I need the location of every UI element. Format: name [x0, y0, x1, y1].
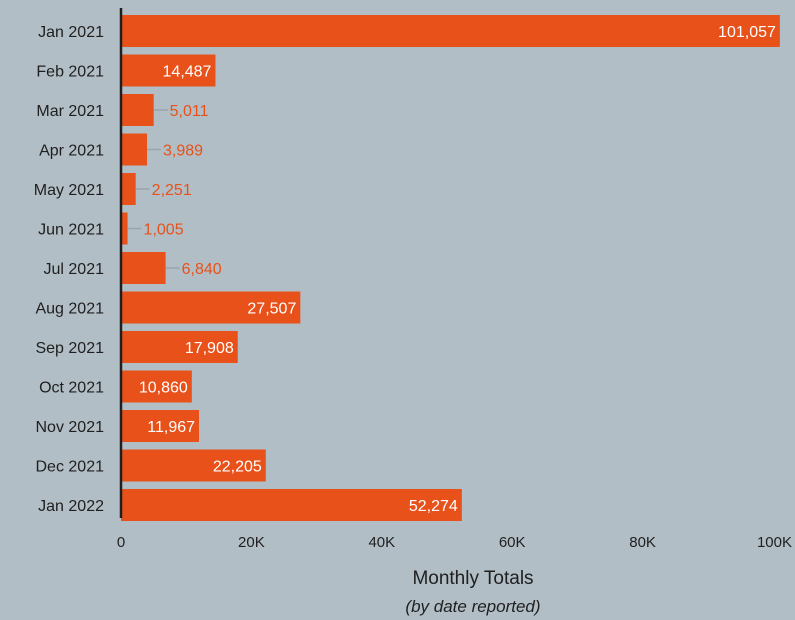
category-label: May 2021	[34, 182, 104, 199]
bar	[121, 54, 216, 87]
category-label: Sep 2021	[35, 340, 104, 357]
bar	[121, 291, 301, 324]
category-label: Mar 2021	[36, 103, 104, 120]
value-label: 6,840	[182, 261, 222, 278]
value-label: 27,507	[247, 301, 296, 318]
value-label: 2,251	[152, 182, 192, 199]
value-label: 22,205	[213, 459, 262, 476]
value-label: 3,989	[163, 143, 203, 160]
x-axis-subtitle: (by date reported)	[405, 597, 540, 616]
value-label: 17,908	[185, 340, 234, 357]
bars-layer: Jan 2021 101,057 Feb 2021 14,487 Mar 2021 5,0…	[34, 15, 780, 521]
value-label: 1,005	[144, 222, 184, 239]
category-label: Jan 2022	[38, 498, 104, 515]
bar	[121, 94, 154, 126]
category-label: Apr 2021	[39, 143, 104, 160]
bar	[121, 449, 266, 482]
bar	[121, 173, 136, 205]
category-label: Feb 2021	[36, 64, 104, 81]
bar	[121, 489, 462, 521]
category-label: Aug 2021	[35, 301, 104, 318]
value-label: 11,967	[147, 419, 195, 436]
bar	[121, 370, 192, 403]
value-label: 52,274	[409, 498, 458, 515]
value-label: 101,057	[718, 24, 776, 41]
x-tick-label: 80K	[629, 534, 656, 551]
value-label: 5,011	[170, 103, 209, 120]
bar	[121, 331, 238, 363]
x-tick-label: 60K	[499, 534, 526, 551]
category-label: Jul 2021	[44, 261, 105, 278]
x-tick-label: 100K	[757, 534, 792, 551]
category-label: Nov 2021	[36, 419, 105, 436]
bar	[121, 15, 780, 47]
category-label: Oct 2021	[39, 380, 104, 397]
value-label: 10,860	[139, 380, 188, 397]
category-label: Jun 2021	[38, 222, 104, 239]
x-tick-label: 40K	[368, 534, 395, 551]
x-tick-label: 20K	[238, 534, 265, 551]
bar	[121, 410, 200, 442]
category-label: Dec 2021	[36, 459, 105, 476]
bar	[121, 133, 148, 166]
x-ticks-layer: 0 20K 40K 60K 80K 100K	[117, 534, 792, 551]
category-label: Jan 2021	[38, 24, 104, 41]
x-axis-title: Monthly Totals	[412, 568, 533, 589]
bar	[121, 252, 166, 284]
bar	[121, 212, 128, 245]
value-label: 14,487	[163, 64, 212, 81]
x-tick-label: 0	[117, 534, 125, 551]
